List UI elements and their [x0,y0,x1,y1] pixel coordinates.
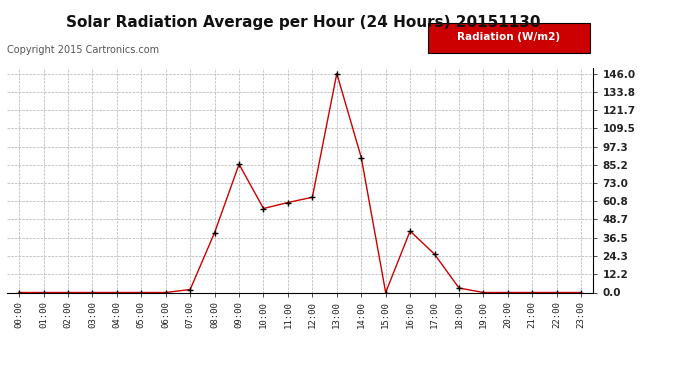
Text: Radiation (W/m2): Radiation (W/m2) [457,33,560,42]
Text: Solar Radiation Average per Hour (24 Hours) 20151130: Solar Radiation Average per Hour (24 Hou… [66,15,541,30]
Text: Copyright 2015 Cartronics.com: Copyright 2015 Cartronics.com [7,45,159,55]
